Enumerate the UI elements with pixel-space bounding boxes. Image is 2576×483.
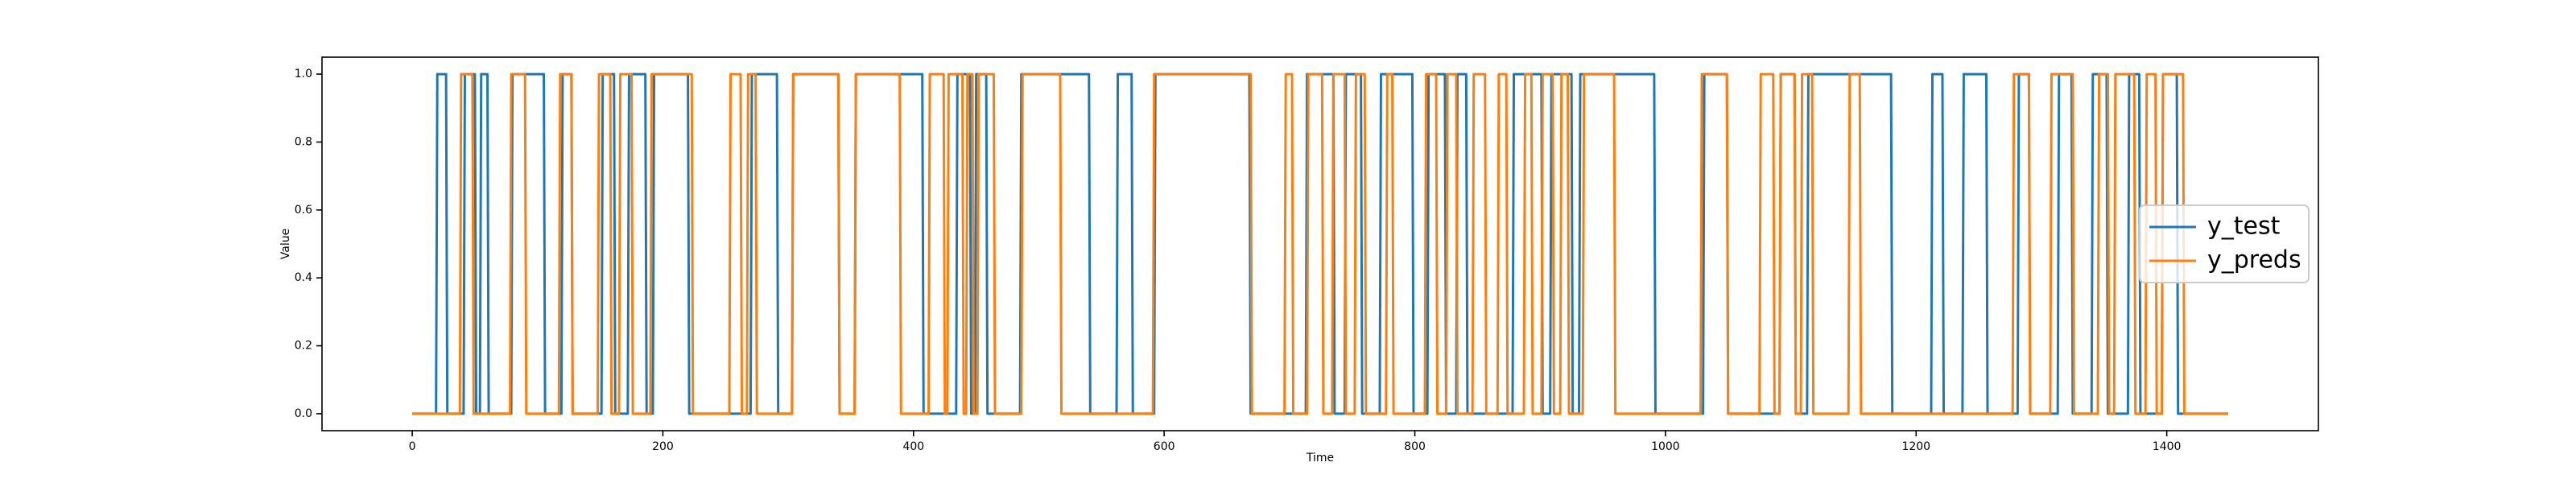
legend-text: y_preds [2207, 246, 2301, 275]
y-tick-label: 0.0 [295, 407, 312, 420]
legend: y_test y_preds [2139, 204, 2310, 283]
y-tick-label: 0.2 [295, 340, 312, 353]
plot-frame [321, 56, 2319, 431]
series-line [412, 72, 2228, 415]
y-tick-label: 0.8 [295, 135, 312, 148]
x-tick-label: 1200 [1901, 440, 1930, 453]
x-tick-label: 1400 [2153, 440, 2182, 453]
y-tick-label: 0.4 [295, 271, 312, 284]
legend-text: y_test [2207, 213, 2281, 241]
x-tick-label: 400 [902, 440, 924, 453]
x-tick-label: 800 [1404, 440, 1426, 453]
y-tick-label: 1.0 [295, 68, 312, 80]
y-axis-label: Value [279, 229, 292, 259]
x-tick-label: 200 [652, 440, 674, 453]
series-line [412, 72, 2228, 415]
x-axis-label: Time [1306, 452, 1334, 464]
x-tick-label: 0 [409, 440, 416, 453]
legend-box [2139, 204, 2310, 283]
x-tick-label: 600 [1154, 440, 1175, 453]
y-tick-label: 0.6 [295, 204, 312, 217]
x-tick-label: 1000 [1651, 440, 1680, 453]
